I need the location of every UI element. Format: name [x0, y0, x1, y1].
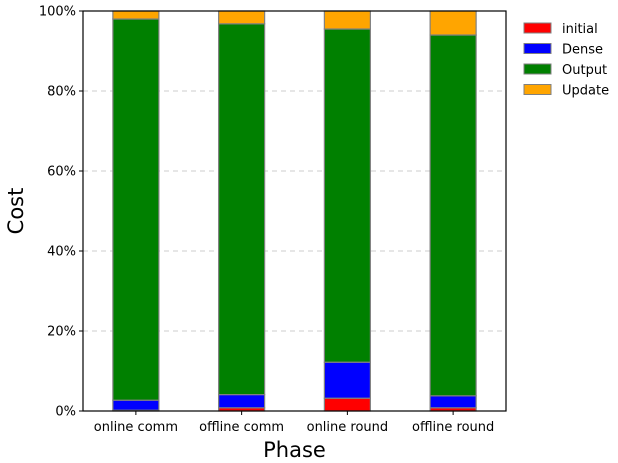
legend-swatch [523, 84, 552, 95]
legend-label: Update [562, 84, 609, 99]
bar-segment [429, 34, 477, 397]
x-tick-label: offline comm [199, 420, 284, 435]
bar-segment [112, 399, 160, 411]
plot-frame [82, 10, 507, 412]
legend-label: Output [562, 63, 607, 78]
bar-segment [218, 394, 266, 409]
x-axis-title: Phase [263, 438, 326, 462]
legend: initial Dense Output Update [523, 22, 609, 99]
x-tick-label: online comm [94, 420, 178, 435]
bar-segment [218, 23, 266, 396]
y-tick-label: 0% [55, 405, 76, 420]
legend-label: Dense [562, 43, 603, 58]
bar-segment [323, 28, 371, 363]
bar-segment [112, 10, 160, 20]
legend-swatch [523, 63, 552, 75]
x-tick-label: online round [307, 420, 389, 435]
y-axis-title: Cost [4, 188, 28, 235]
y-axis: 0% 20% 40% 60% 80% 100% [39, 5, 83, 420]
bar-segment [429, 10, 477, 36]
legend-swatch [523, 43, 552, 54]
bar-segment [323, 397, 371, 412]
legend-swatch [523, 22, 552, 34]
y-tick-label: 20% [47, 325, 76, 340]
y-tick-label: 80% [47, 85, 76, 100]
bar-segment [218, 10, 266, 25]
x-axis: online comm offline comm online round offli… [94, 411, 494, 435]
bar-segment [323, 10, 371, 30]
bar-segment [429, 395, 477, 409]
bar-segment [323, 361, 371, 399]
y-tick-label: 60% [47, 165, 76, 180]
y-tick-label: 40% [47, 245, 76, 260]
bars [112, 10, 477, 412]
legend-label: initial [562, 22, 598, 37]
x-tick-label: offline round [412, 420, 494, 435]
bar-segment [112, 18, 160, 401]
y-tick-label: 100% [39, 5, 76, 20]
